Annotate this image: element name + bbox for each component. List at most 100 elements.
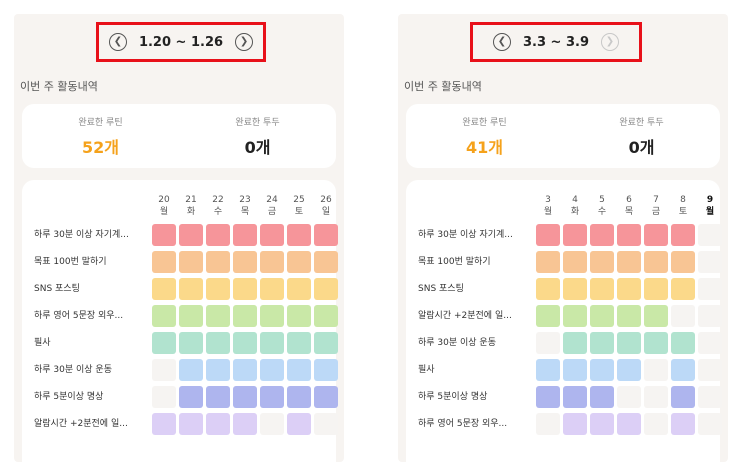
routine-cell-done [590, 251, 614, 273]
completed-routine-value: 52개 [82, 137, 119, 157]
day-header: 24 금 [260, 194, 284, 218]
routine-cell-done [179, 332, 203, 354]
routine-cell-empty [644, 359, 668, 381]
routine-cell-done [287, 224, 311, 246]
chevron-left-icon[interactable]: ❮ [492, 33, 511, 51]
routine-cell-done [287, 359, 311, 381]
routine-cell-done [152, 278, 176, 300]
routine-cell-done [179, 224, 203, 246]
routine-name: 하루 영어 5문장 외우... [34, 311, 124, 321]
routine-grid: 20 월 21 화 22 수 23 목 24 금 25 토 26 일 하루 30분 이상 자기계... 목표 … [22, 180, 338, 462]
day-header: 22 수 [206, 194, 230, 218]
routine-cell-done [590, 332, 614, 354]
routine-cell-done [179, 359, 203, 381]
routine-cell-done [287, 332, 311, 354]
routine-cell-done [536, 386, 560, 408]
routine-cell-done [590, 413, 614, 435]
routine-cell-done [617, 413, 641, 435]
routine-cell-done [287, 413, 311, 435]
routine-cell-done [206, 413, 230, 435]
routine-cell-done [152, 251, 176, 273]
day-weekday: 수 [213, 207, 223, 217]
routine-cell-done [671, 224, 695, 246]
routine-name: 목표 100번 말하기 [34, 257, 107, 267]
day-weekday: 수 [597, 207, 607, 217]
routine-cell-done [152, 413, 176, 435]
routine-cell-done [617, 359, 641, 381]
week-navigator: ❮ 3.3 ~ 3.9 ❯ [470, 22, 642, 62]
routine-cell-done [233, 251, 257, 273]
routine-name: 하루 5분이상 명상 [34, 392, 104, 402]
day-weekday: 월 [543, 207, 553, 217]
day-date: 5 [599, 195, 605, 205]
day-date: 22 [212, 195, 224, 205]
routine-cell-done [314, 386, 338, 408]
routine-cell-done [206, 386, 230, 408]
routine-cell-done [260, 224, 284, 246]
routine-cell-empty [644, 386, 668, 408]
day-date: 23 [239, 195, 251, 205]
routine-cell-done [206, 359, 230, 381]
day-weekday: 월 [705, 207, 715, 217]
day-weekday: 일 [321, 207, 331, 217]
completed-routine-stat: 완료한 루틴 52개 [22, 104, 179, 168]
routine-cell-done [644, 278, 668, 300]
routine-cell-empty [671, 305, 695, 327]
summary-card: 완료한 루틴 41개 완료한 투두 0개 [406, 104, 720, 168]
routine-cell-empty [698, 332, 722, 354]
routine-cell-done [314, 224, 338, 246]
routine-cell-empty [698, 278, 722, 300]
day-weekday: 화 [186, 207, 196, 217]
day-weekday: 금 [267, 207, 277, 217]
routine-cell-done [287, 386, 311, 408]
routine-cell-done [536, 359, 560, 381]
routine-cell-done [179, 413, 203, 435]
routine-name: 필사 [34, 338, 51, 348]
routine-cell-done [314, 278, 338, 300]
section-title: 이번 주 활동내역 [404, 80, 482, 93]
routine-cell-done [233, 305, 257, 327]
chevron-left-icon[interactable]: ❮ [108, 33, 127, 51]
day-date: 21 [185, 195, 197, 205]
completed-todo-stat: 완료한 투두 0개 [563, 104, 720, 168]
routine-cell-done [536, 305, 560, 327]
routine-cell-empty [698, 413, 722, 435]
routine-name: 하루 30분 이상 운동 [418, 338, 496, 348]
routine-cell-empty [314, 413, 338, 435]
completed-routine-label: 완료한 루틴 [78, 117, 123, 128]
summary-card: 완료한 루틴 52개 완료한 투두 0개 [22, 104, 336, 168]
routine-cell-empty [152, 359, 176, 381]
day-header: 23 목 [233, 194, 257, 218]
routine-cell-done [287, 251, 311, 273]
routine-cell-done [617, 251, 641, 273]
routine-cell-done [233, 278, 257, 300]
routine-cell-done [260, 305, 284, 327]
routine-cell-empty [698, 359, 722, 381]
chevron-right-icon[interactable]: ❯ [601, 33, 619, 51]
day-date: 6 [626, 195, 632, 205]
routine-cell-done [644, 332, 668, 354]
routine-cell-done [590, 386, 614, 408]
routine-cell-done [563, 224, 587, 246]
day-date: 20 [158, 195, 170, 205]
routine-cell-empty [617, 386, 641, 408]
routine-cell-done [644, 305, 668, 327]
chevron-right-icon[interactable]: ❯ [235, 33, 254, 51]
routine-cell-done [590, 359, 614, 381]
routine-cell-done [233, 224, 257, 246]
routine-cell-done [644, 251, 668, 273]
day-date: 26 [320, 195, 332, 205]
routine-cell-done [617, 305, 641, 327]
routine-cell-done [179, 305, 203, 327]
routine-cell-done [206, 305, 230, 327]
routine-cell-done [314, 305, 338, 327]
day-date: 9 [706, 195, 714, 205]
routine-cell-empty [536, 332, 560, 354]
day-date: 4 [572, 195, 578, 205]
completed-todo-label: 완료한 투두 [619, 117, 664, 128]
routine-cell-done [314, 359, 338, 381]
routine-cell-done [260, 386, 284, 408]
day-weekday: 금 [651, 207, 661, 217]
